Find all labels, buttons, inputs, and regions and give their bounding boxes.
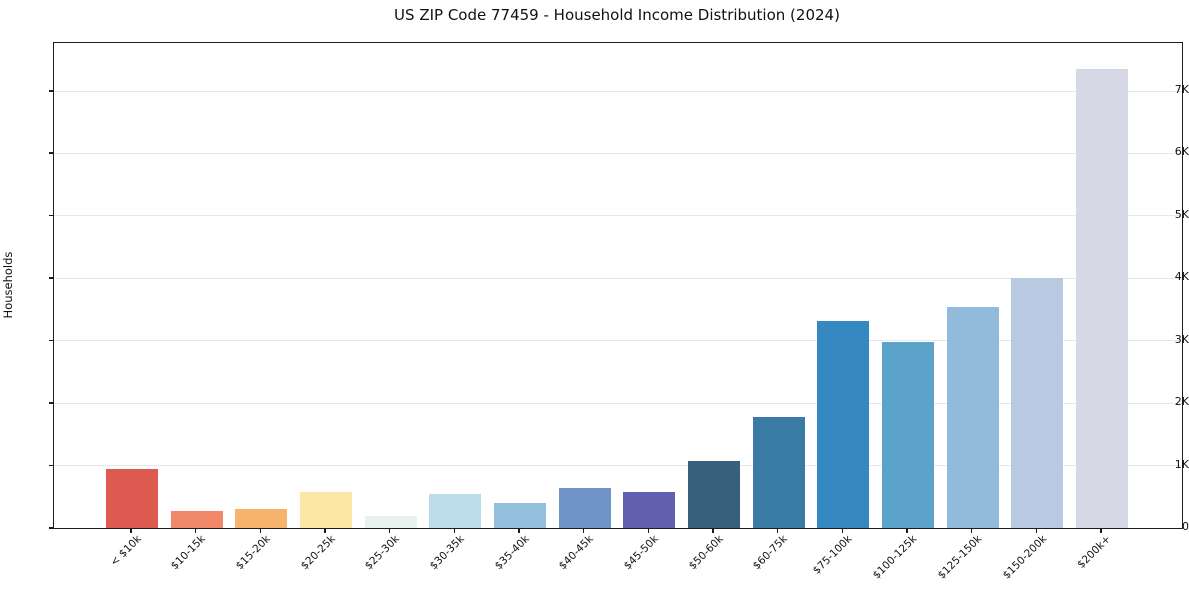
y-tick-mark: [49, 152, 53, 154]
y-tick-mark: [49, 90, 53, 92]
gridline: [54, 465, 1182, 467]
gridline: [54, 215, 1182, 217]
y-tick-mark: [49, 464, 53, 467]
gridline: [54, 152, 1182, 154]
bar-25-30k: [364, 516, 417, 528]
gridline: [54, 90, 1182, 92]
y-tick-label: 6K: [1174, 145, 1189, 159]
y-tick-mark: [49, 339, 53, 342]
y-tick-label: 0: [1182, 520, 1189, 533]
x-tick-mark: [518, 528, 520, 533]
x-tick-mark: [906, 528, 908, 533]
bar-35-40k: [494, 503, 546, 528]
x-tick-label: $20-25k: [298, 533, 338, 573]
x-tick-label: $50-60k: [686, 533, 726, 573]
bar-60-75k: [752, 416, 805, 528]
y-tick-label: 3K: [1174, 332, 1189, 346]
plot-area: [53, 42, 1183, 529]
bar-200k: [1076, 69, 1128, 528]
x-tick-label: $40-45k: [557, 533, 597, 573]
x-tick-mark: [1035, 528, 1038, 533]
x-tick-mark: [1100, 528, 1102, 533]
bar-20-25k: [300, 491, 352, 528]
x-tick-label: $35-40k: [492, 533, 532, 573]
bar-100-125k: [882, 341, 934, 528]
bar-50-60k: [688, 460, 740, 528]
bar-125-150k: [946, 307, 999, 528]
y-tick-mark: [49, 214, 53, 217]
y-tick-label: 1K: [1174, 457, 1189, 471]
y-tick-mark: [49, 277, 53, 279]
x-tick-mark: [712, 528, 714, 533]
x-tick-label: $125-150k: [935, 533, 985, 582]
bar-10k: [106, 468, 158, 528]
x-tick-label: $15-20k: [233, 533, 273, 573]
y-tick-mark: [49, 527, 53, 529]
x-tick-mark: [582, 528, 585, 533]
gridline: [54, 277, 1182, 279]
x-tick-label: $200k+: [1075, 533, 1114, 571]
bar-15-20k: [235, 509, 288, 528]
x-tick-label: $75-100k: [811, 533, 855, 577]
x-tick-mark: [324, 528, 326, 533]
y-axis-label: Households: [1, 251, 15, 319]
x-tick-mark: [453, 528, 456, 533]
y-tick-label: 4K: [1174, 270, 1189, 284]
y-tick-mark: [49, 402, 53, 404]
x-tick-mark: [259, 528, 262, 533]
y-tick-label: 7K: [1174, 83, 1189, 97]
gridline: [54, 340, 1182, 342]
x-tick-mark: [130, 528, 132, 533]
bar-30-35k: [429, 494, 482, 528]
bar-75-100k: [817, 320, 870, 528]
bar-10-15k: [170, 510, 223, 528]
x-tick-label: $25-30k: [363, 533, 403, 573]
bar-150-200k: [1011, 277, 1064, 528]
y-tick-label: 2K: [1174, 395, 1189, 409]
gridline: [54, 402, 1182, 404]
bar-45-50k: [623, 492, 676, 528]
x-tick-mark: [194, 528, 197, 533]
x-tick-label: < $10k: [107, 533, 144, 569]
x-tick-label: $100-125k: [870, 533, 920, 582]
chart-title: US ZIP Code 77459 - Household Income Dis…: [394, 6, 840, 24]
x-tick-label: $45-50k: [621, 533, 661, 573]
x-tick-label: $30-35k: [427, 533, 467, 573]
x-tick-mark: [970, 528, 973, 533]
x-tick-mark: [841, 528, 844, 533]
x-tick-mark: [776, 528, 779, 533]
x-tick-mark: [647, 528, 650, 533]
y-tick-label: 5K: [1174, 207, 1189, 221]
bar-40-45k: [558, 488, 611, 528]
x-tick-label: $60-75k: [751, 533, 791, 573]
x-tick-mark: [388, 528, 391, 533]
x-tick-label: $10-15k: [169, 533, 209, 573]
x-tick-label: $150-200k: [1000, 533, 1049, 582]
